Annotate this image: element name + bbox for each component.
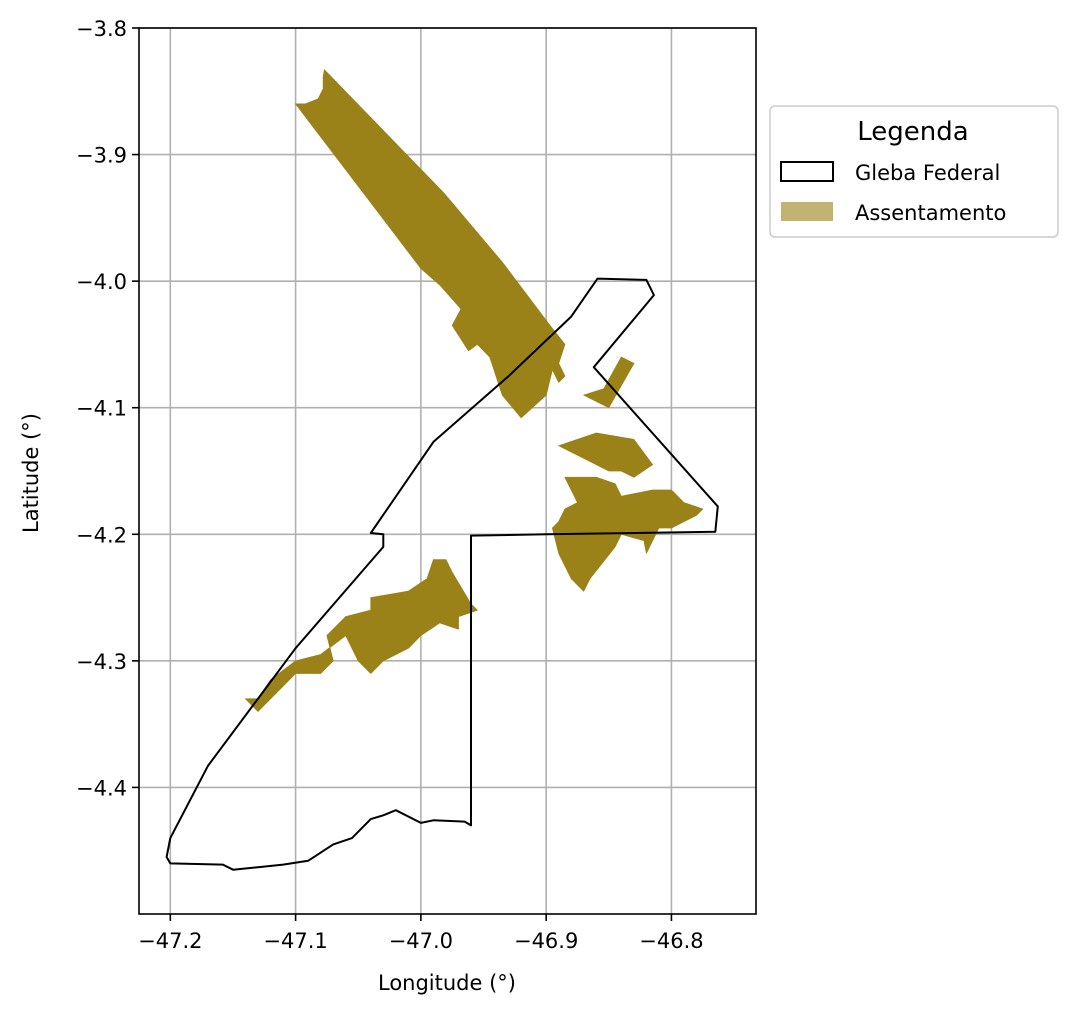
legend-label-gleba: Gleba Federal: [855, 161, 1000, 185]
y-tick-label: −4.0: [76, 270, 127, 294]
legend-swatch-assentamento: [781, 202, 833, 221]
assentamento-polygon-3: [552, 476, 704, 592]
legend-title: Legenda: [857, 117, 968, 147]
y-tick-label: −4.1: [76, 397, 127, 421]
legend-box: [769, 105, 1059, 238]
x-axis-label: Longitude (°): [378, 971, 516, 995]
assentamento-polygon-1: [583, 356, 635, 409]
x-tick-label: −46.8: [639, 929, 703, 953]
legend-swatch-gleba: [780, 161, 834, 182]
assentamento-polygon-0: [295, 69, 566, 419]
assentamento-polygon-2: [558, 432, 653, 478]
plot-frame: [138, 27, 757, 915]
x-tick-label: −46.9: [514, 929, 578, 953]
y-tick-label: −3.9: [76, 144, 127, 168]
x-tick-label: −47.2: [138, 929, 202, 953]
map-layers: [165, 69, 719, 871]
assentamento-polygon-4: [245, 559, 478, 712]
legend: Legenda Gleba Federal Assentamento: [769, 105, 1059, 238]
y-axis-label: Latitude (°): [19, 413, 43, 533]
x-tick-label: −47.1: [263, 929, 327, 953]
gleba-federal-outline-0: [165, 277, 719, 871]
axis-ticks: −47.2 −47.1 −47.0 −46.9 −46.8 −3.8 −3.9 −4.0 −4.…: [76, 17, 704, 953]
y-tick-label: −3.8: [76, 17, 127, 41]
y-tick-label: −4.3: [76, 650, 127, 674]
y-tick-label: −4.4: [76, 776, 127, 800]
x-tick-label: −47.0: [389, 929, 453, 953]
grid-lines: [139, 27, 756, 914]
y-tick-label: −4.2: [76, 523, 127, 547]
legend-label-assentamento: Assentamento: [855, 201, 1006, 225]
